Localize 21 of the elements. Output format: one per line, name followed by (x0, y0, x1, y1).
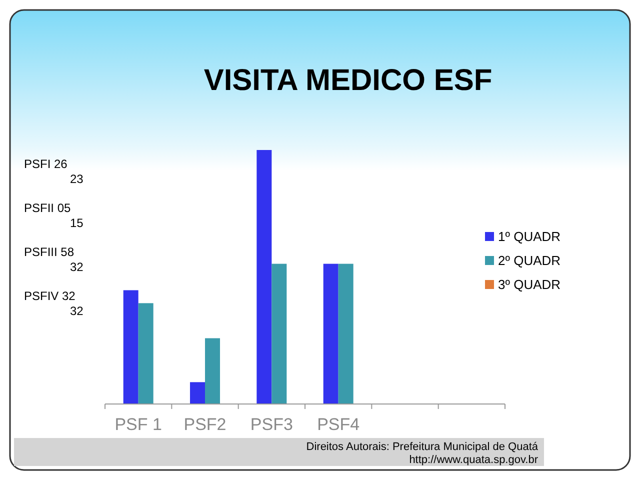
text: Direitos Autorais: Prefeitura Municipal de Quatá http://www.quata.sp.gov.br (306, 441, 539, 466)
text: PSFI 26 23 (24, 157, 84, 186)
bar (138, 303, 154, 404)
bar (190, 382, 205, 404)
bar (272, 264, 287, 404)
text: PSFII 05 15 (24, 201, 84, 230)
bar (338, 264, 354, 404)
legend-label: 2º QUADR (498, 253, 561, 268)
bar (256, 150, 272, 404)
legend-label: 1º QUADR (498, 229, 561, 244)
legend-label: 3º QUADR (498, 277, 561, 292)
x-tick-label: PSF2 (184, 415, 226, 434)
text: PSFIV 32 32 (24, 289, 84, 318)
x-tick-label: PSF3 (250, 415, 293, 434)
bar (323, 264, 338, 404)
chart-title: VISITA MEDICO ESF (204, 64, 492, 97)
x-tick-label: PSF 1 (114, 415, 162, 434)
bar (123, 290, 138, 404)
text: PSFIII 58 32 (24, 245, 84, 274)
bar (205, 338, 220, 404)
x-tick-label: PSF4 (317, 415, 360, 434)
